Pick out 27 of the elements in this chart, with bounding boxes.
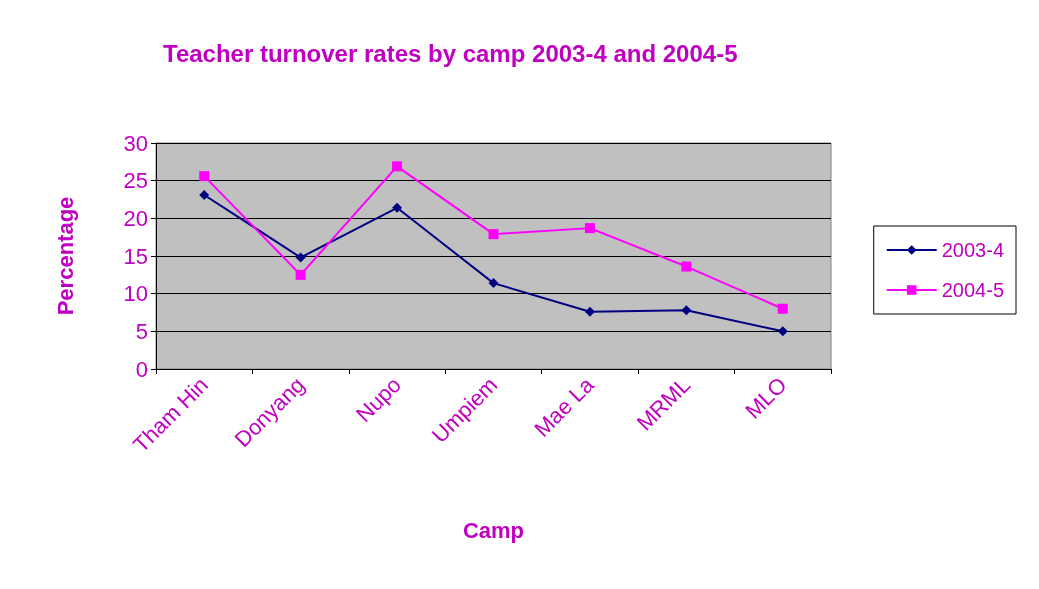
- point: [681, 261, 692, 272]
- y-tick-label: 15: [123, 243, 148, 269]
- point: [295, 252, 306, 263]
- point: [584, 223, 595, 234]
- point: [584, 306, 595, 317]
- point: [199, 171, 210, 182]
- chart-title: Teacher turnover rates by camp 2003-4 and 2004-5: [163, 39, 738, 67]
- point: [777, 303, 788, 314]
- point: [777, 326, 788, 337]
- y-tick-label: 0: [135, 356, 148, 382]
- x-tick-label: Mae La: [529, 371, 600, 442]
- y-tick-label: 25: [123, 168, 148, 194]
- point: [488, 278, 499, 289]
- y-tick-label: 20: [123, 205, 148, 231]
- y-tick-label: 10: [123, 281, 148, 307]
- legend-label: 2004-5: [941, 279, 1005, 301]
- y-tick-label: 30: [123, 130, 148, 156]
- point: [295, 269, 306, 280]
- y-tick-label: 5: [135, 318, 148, 344]
- point: [392, 202, 403, 213]
- point: [681, 305, 692, 316]
- y-axis-title: Percentage: [52, 196, 78, 316]
- point: [488, 229, 499, 240]
- x-axis-title: Camp: [462, 517, 525, 543]
- point: [199, 189, 210, 200]
- point: [392, 161, 403, 172]
- legend-label: 2003-4: [941, 239, 1005, 261]
